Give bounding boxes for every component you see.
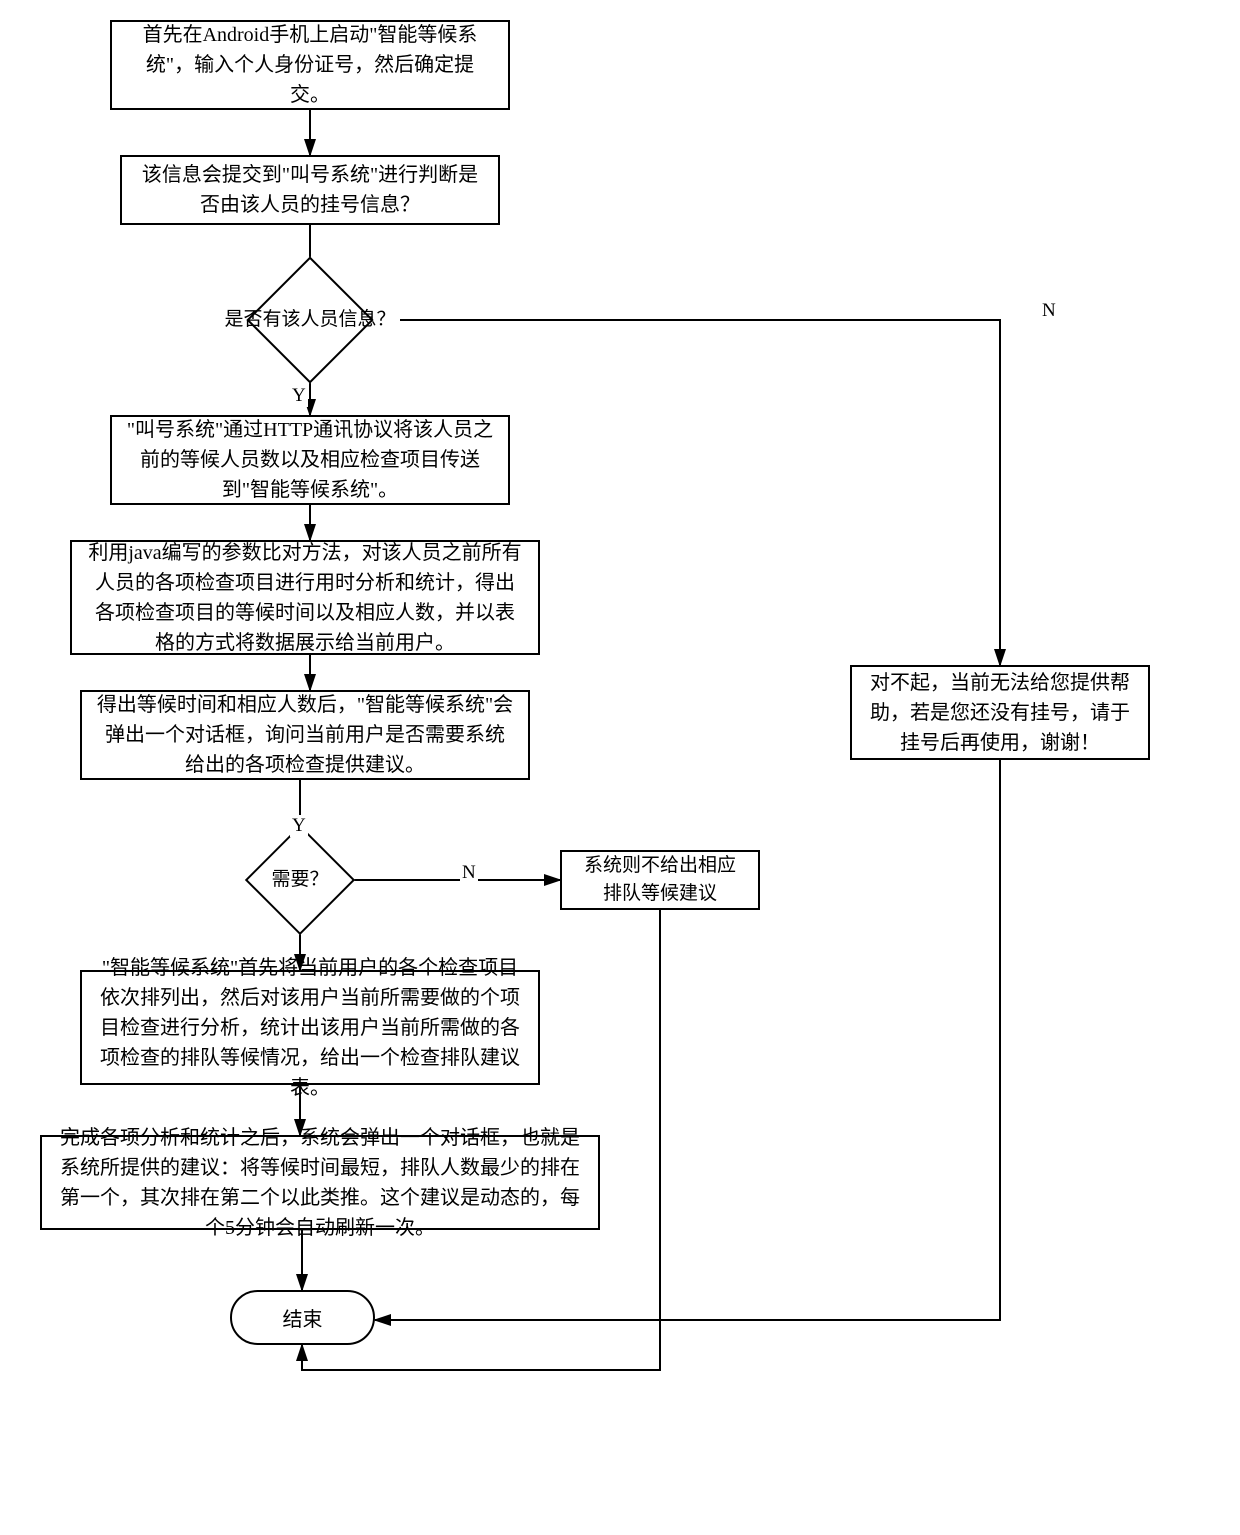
node-text: 对不起，当前无法给您提供帮助，若是您还没有挂号，请于挂号后再使用，谢谢！ — [866, 668, 1134, 758]
process-http-transfer: "叫号系统"通过HTTP通讯协议将该人员之前的等候人员数以及相应检查项目传送到"… — [110, 415, 510, 505]
node-text: "叫号系统"通过HTTP通讯协议将该人员之前的等候人员数以及相应检查项目传送到"… — [126, 415, 494, 505]
edge-label: Y — [290, 385, 308, 407]
node-text: 系统则不给出相应排队等候建议 — [576, 852, 744, 909]
process-submit-call-system: 该信息会提交到"叫号系统"进行判断是否由该人员的挂号信息？ — [120, 155, 500, 225]
terminator-end: 结束 — [230, 1290, 375, 1345]
process-dialog-prompt: 得出等候时间和相应人数后，"智能等候系统"会弹出一个对话框，询问当前用户是否需要… — [80, 690, 530, 780]
edge-label: Y — [290, 815, 308, 837]
process-java-analysis: 利用java编写的参数比对方法，对该人员之前所有人员的各项检查项目进行用时分析和… — [70, 540, 540, 655]
node-text: 首先在Android手机上启动"智能等候系统"，输入个人身份证号，然后确定提交。 — [126, 20, 494, 110]
node-text: 得出等候时间和相应人数后，"智能等候系统"会弹出一个对话框，询问当前用户是否需要… — [96, 690, 514, 780]
node-text: 是否有该人员信息？ — [224, 307, 395, 334]
node-text: 结束 — [283, 1303, 323, 1332]
node-text: 该信息会提交到"叫号系统"进行判断是否由该人员的挂号信息？ — [136, 160, 484, 220]
edge-label: N — [460, 862, 478, 884]
node-text: 利用java编写的参数比对方法，对该人员之前所有人员的各项检查项目进行用时分析和… — [86, 538, 524, 658]
node-text: "智能等候系统"首先将当前用户的各个检查项目依次排列出，然后对该用户当前所需要做… — [96, 953, 524, 1103]
process-sorry-message: 对不起，当前无法给您提供帮助，若是您还没有挂号，请于挂号后再使用，谢谢！ — [850, 665, 1150, 760]
edge-label: N — [1040, 300, 1058, 322]
decision-has-person-info-label: 是否有该人员信息？ — [180, 305, 440, 335]
process-list-checkups: "智能等候系统"首先将当前用户的各个检查项目依次排列出，然后对该用户当前所需要做… — [80, 970, 540, 1085]
decision-need-advice-label: 需要？ — [250, 866, 350, 894]
node-text: 完成各项分析和统计之后，系统会弹出一个对话框，也就是系统所提供的建议：将等候时间… — [56, 1123, 584, 1243]
process-final-advice: 完成各项分析和统计之后，系统会弹出一个对话框，也就是系统所提供的建议：将等候时间… — [40, 1135, 600, 1230]
process-start-android: 首先在Android手机上启动"智能等候系统"，输入个人身份证号，然后确定提交。 — [110, 20, 510, 110]
node-text: 需要？ — [271, 867, 328, 894]
process-no-advice: 系统则不给出相应排队等候建议 — [560, 850, 760, 910]
